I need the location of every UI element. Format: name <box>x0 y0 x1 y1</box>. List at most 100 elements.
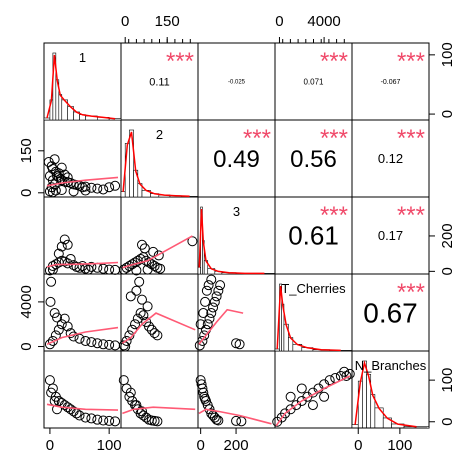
tick-label: 100 <box>387 437 412 454</box>
scatter-point <box>52 404 63 415</box>
scatter-panel-4-0 <box>44 375 121 427</box>
scatter-point <box>137 239 147 250</box>
scatter-point <box>47 335 58 346</box>
tick-label: 0 <box>18 189 35 197</box>
correlation-value: 0.49 <box>213 146 260 173</box>
density-line-1 <box>122 131 190 198</box>
scatter-point <box>50 185 61 196</box>
scatter-point <box>285 391 296 402</box>
scatter-point <box>44 339 55 350</box>
scatter-point <box>206 308 217 319</box>
scatter-point <box>324 375 335 386</box>
histogram-3-bar <box>274 348 280 352</box>
scatter-point <box>198 308 209 319</box>
scatter-point <box>104 415 115 426</box>
smooth-line-4-2 <box>198 408 272 425</box>
scatter-point <box>86 337 97 348</box>
correlation-0-2: -0.025 <box>228 80 246 86</box>
scatter-point <box>98 263 109 274</box>
scatter-point <box>46 387 57 398</box>
significance-stars: *** <box>320 125 348 152</box>
tick-label: 100 <box>439 368 456 393</box>
correlation-value: 0.12 <box>378 151 403 166</box>
scatter-point <box>130 319 140 330</box>
scatter-point <box>234 339 245 350</box>
scatter-point <box>195 319 206 330</box>
scatter-point <box>86 261 97 272</box>
scatter-point <box>203 280 214 291</box>
scatter-point <box>144 257 154 268</box>
scatter-point <box>125 387 136 398</box>
scatter-point <box>307 400 318 411</box>
scatter-point <box>46 276 57 287</box>
histogram-3: T_Cherries <box>274 281 353 352</box>
scatter-panel-4-1 <box>118 375 163 427</box>
smooth-line-2-0 <box>46 261 119 268</box>
significance-stars: *** <box>320 202 348 229</box>
panel-4-1 <box>120 350 199 429</box>
scatter-point <box>209 412 220 423</box>
correlation-0-1: 0.11*** <box>149 48 194 88</box>
scatter-point <box>152 330 163 341</box>
scatter-point <box>110 264 121 275</box>
variable-label-2: 3 <box>233 204 240 219</box>
scatter-point <box>131 265 142 276</box>
scatter-point <box>65 404 76 415</box>
scatter-point <box>110 340 121 351</box>
scatter-point <box>56 185 67 195</box>
scatter-point <box>98 184 109 195</box>
tick-label: 4000 <box>18 285 35 318</box>
scatter-point <box>296 383 307 394</box>
scatter-point <box>200 393 211 404</box>
scatter-point <box>44 375 55 386</box>
tick-label: 0 <box>18 342 35 350</box>
scatter-point <box>134 276 145 287</box>
scatter-point <box>86 413 97 424</box>
scatter-point <box>71 408 82 419</box>
scatter-point <box>98 339 109 350</box>
scatter-point <box>104 264 115 275</box>
smooth-line-3-0 <box>46 326 119 346</box>
correlation-3-4: 0.67*** <box>363 279 425 328</box>
scatter-point <box>200 324 211 335</box>
scatter-point <box>49 154 60 165</box>
scatter-point <box>206 274 217 285</box>
scatter-point <box>155 263 166 274</box>
scatter-point <box>110 180 121 191</box>
scatter-point <box>45 296 56 307</box>
scatter-point <box>152 416 163 427</box>
significance-stars: *** <box>397 48 425 75</box>
correlation-value: 0.67 <box>363 297 418 328</box>
scatter-point <box>92 183 103 194</box>
correlation-value: 0.071 <box>303 77 324 86</box>
scatter-point <box>197 335 208 346</box>
scatter-panel-4-3 <box>272 366 355 427</box>
scatter-point <box>86 182 97 193</box>
scatter-point <box>142 264 153 275</box>
tick-label: 0 <box>121 13 129 30</box>
scatter-point <box>80 181 91 192</box>
correlation-value: 0.56 <box>290 146 337 173</box>
scatter-point <box>62 239 73 250</box>
scatter-point <box>200 296 211 307</box>
tick-label: 0 <box>354 437 362 454</box>
histogram-0: 1 <box>43 50 122 121</box>
scatter-point <box>118 264 129 275</box>
variable-label-4: N_Branches <box>355 358 427 373</box>
correlation-value: 0.17 <box>378 228 403 243</box>
scatter-point <box>339 366 350 377</box>
scatter-point <box>204 313 215 324</box>
scatter-point <box>211 414 222 425</box>
scatter-point <box>92 414 103 425</box>
scatter-point <box>80 412 91 423</box>
smooth-line-1-0 <box>46 176 119 187</box>
scatter-point <box>137 294 147 305</box>
scatter-point <box>139 243 150 254</box>
scatter-point <box>110 416 121 427</box>
scatter-point <box>132 313 143 324</box>
histogram-1-bar <box>129 129 134 198</box>
scatter-point <box>65 328 76 339</box>
scatter-point <box>236 416 247 427</box>
scatter-point <box>68 186 79 197</box>
scatter-panel-1-0 <box>43 154 121 198</box>
